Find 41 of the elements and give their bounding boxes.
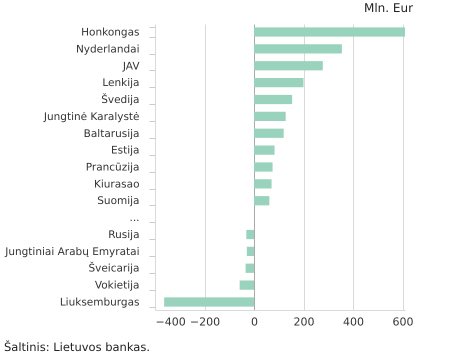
x-tick-label: −400: [156, 316, 186, 328]
y-tick-label: Vokietija: [94, 280, 140, 292]
x-tick-label: 600: [392, 316, 414, 328]
bar: [246, 264, 254, 273]
x-tick-label: 400: [343, 316, 364, 328]
y-tick-label: Honkongas: [81, 26, 140, 39]
y-tick-label: Liuksemburgas: [60, 296, 140, 308]
bar: [254, 94, 292, 104]
bar: [164, 297, 254, 307]
bar: [254, 27, 405, 37]
bar: [254, 145, 275, 155]
x-tick-label: 200: [294, 316, 315, 328]
x-tick-label: 0: [251, 316, 258, 328]
y-tick-label: Baltarusija: [84, 128, 140, 140]
bar: [254, 162, 273, 172]
bar: [254, 44, 342, 54]
y-tick-label: Jungtiniai Arabų Emyratai: [4, 246, 140, 258]
bar: [254, 78, 304, 88]
y-tick-label: Estija: [111, 144, 140, 157]
y-tick-label: JAV: [122, 60, 140, 72]
chart-title: Mln. Eur: [364, 1, 414, 15]
y-tick-label: Nyderlandai: [76, 43, 140, 56]
y-tick-label: ...: [129, 212, 140, 224]
x-tick-label: −200: [190, 316, 220, 328]
y-tick-label: Suomija: [97, 195, 140, 208]
y-tick-label: Lenkija: [102, 77, 140, 90]
y-tick-label: Švedija: [101, 93, 140, 106]
bar: [254, 179, 272, 189]
bar: [246, 230, 254, 240]
bar: [254, 196, 270, 206]
y-tick-label: Jungtinė Karalystė: [42, 110, 140, 123]
bar: [246, 246, 254, 256]
bar: [254, 112, 286, 122]
y-tick-label: Prancūzija: [86, 162, 140, 174]
text: Šaltinis: Lietuvos bankas.: [4, 340, 150, 354]
bar: [254, 61, 323, 70]
y-tick-label: Šveicarija: [88, 262, 140, 275]
bar: [254, 128, 284, 138]
y-tick-label: Rusija: [108, 228, 140, 241]
y-tick-label: Kiurasao: [94, 178, 140, 190]
bar: [240, 280, 254, 290]
